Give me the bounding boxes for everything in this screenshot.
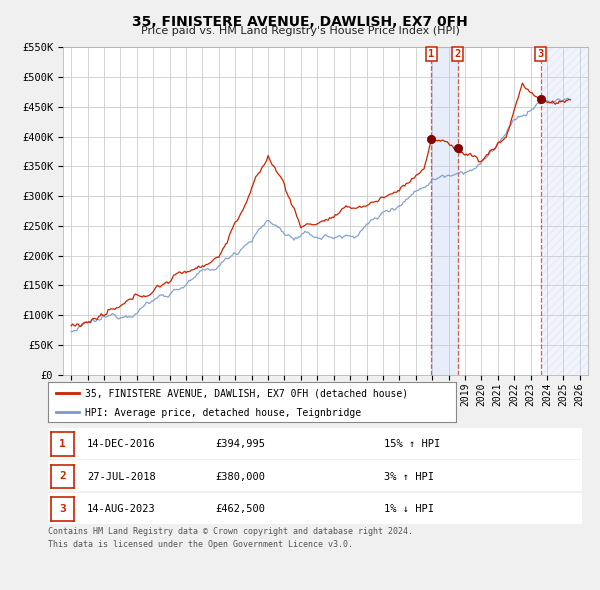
Text: £380,000: £380,000 xyxy=(215,472,265,482)
Text: 3: 3 xyxy=(538,49,544,59)
Text: HPI: Average price, detached house, Teignbridge: HPI: Average price, detached house, Teig… xyxy=(85,408,361,418)
Text: 3% ↑ HPI: 3% ↑ HPI xyxy=(384,472,434,482)
Text: 1: 1 xyxy=(428,49,434,59)
Text: Contains HM Land Registry data © Crown copyright and database right 2024.: Contains HM Land Registry data © Crown c… xyxy=(48,527,413,536)
Text: 3: 3 xyxy=(59,504,66,514)
Text: 35, FINISTERE AVENUE, DAWLISH, EX7 0FH (detached house): 35, FINISTERE AVENUE, DAWLISH, EX7 0FH (… xyxy=(85,389,408,399)
Bar xyxy=(431,47,458,375)
Text: 1: 1 xyxy=(59,439,66,449)
Text: 27-JUL-2018: 27-JUL-2018 xyxy=(87,472,156,482)
Text: £462,500: £462,500 xyxy=(215,504,265,514)
Text: 14-AUG-2023: 14-AUG-2023 xyxy=(87,504,156,514)
Bar xyxy=(541,47,588,375)
Text: 35, FINISTERE AVENUE, DAWLISH, EX7 0FH: 35, FINISTERE AVENUE, DAWLISH, EX7 0FH xyxy=(132,15,468,29)
Text: 2: 2 xyxy=(455,49,461,59)
Text: Price paid vs. HM Land Registry's House Price Index (HPI): Price paid vs. HM Land Registry's House … xyxy=(140,26,460,36)
Text: 15% ↑ HPI: 15% ↑ HPI xyxy=(384,440,440,450)
Text: 14-DEC-2016: 14-DEC-2016 xyxy=(87,440,156,450)
Text: 2: 2 xyxy=(59,471,66,481)
Text: 1% ↓ HPI: 1% ↓ HPI xyxy=(384,504,434,514)
Text: This data is licensed under the Open Government Licence v3.0.: This data is licensed under the Open Gov… xyxy=(48,540,353,549)
Text: £394,995: £394,995 xyxy=(215,440,265,450)
